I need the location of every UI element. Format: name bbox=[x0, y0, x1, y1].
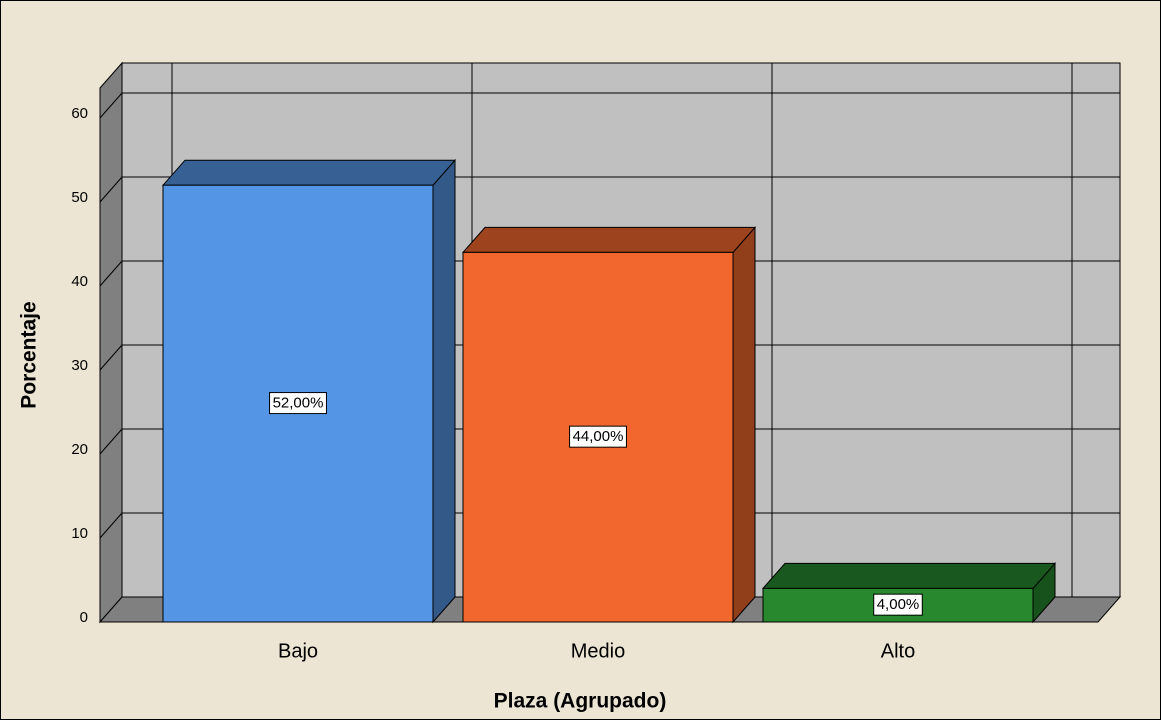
x-tick-label: Alto bbox=[881, 640, 915, 662]
value-label: 44,00% bbox=[573, 428, 624, 445]
x-axis-title: Plaza (Agrupado) bbox=[494, 690, 667, 713]
bar-side bbox=[732, 226, 756, 624]
bar-side bbox=[432, 158, 456, 624]
value-label-box bbox=[569, 425, 627, 448]
value-label: 52,00% bbox=[273, 395, 324, 412]
x-tick-label: Bajo bbox=[278, 640, 318, 662]
x-tick-label: Medio bbox=[571, 640, 625, 662]
grid-line bbox=[99, 260, 123, 287]
y-tick-label: 0 bbox=[80, 609, 88, 626]
bar-top bbox=[761, 562, 1057, 589]
bar bbox=[461, 226, 757, 624]
y-tick-label: 50 bbox=[71, 189, 88, 206]
y-tick-label: 40 bbox=[71, 273, 88, 290]
y-tick-label: 10 bbox=[71, 525, 88, 542]
value-label: 4,00% bbox=[877, 596, 920, 613]
value-label-box bbox=[269, 392, 327, 415]
y-tick-label: 30 bbox=[71, 357, 88, 374]
left-wall bbox=[99, 61, 123, 624]
plot-area: 0 10 20 30 40 50 60 Bajo 52,00% Medio 44,00% Alto 4,… bbox=[71, 61, 1122, 662]
bar-top bbox=[461, 226, 757, 253]
value-label-box bbox=[873, 593, 923, 616]
grid-line bbox=[99, 344, 123, 371]
y-tick-label: 60 bbox=[71, 105, 88, 122]
grid-line bbox=[99, 176, 123, 203]
bar bbox=[161, 158, 457, 624]
y-tick-label: 20 bbox=[71, 441, 88, 458]
grid-line bbox=[99, 428, 123, 455]
y-axis-title: Porcentaje bbox=[18, 301, 41, 408]
grid-line bbox=[99, 92, 123, 119]
bar-top bbox=[161, 159, 457, 186]
grid-line bbox=[99, 512, 123, 539]
